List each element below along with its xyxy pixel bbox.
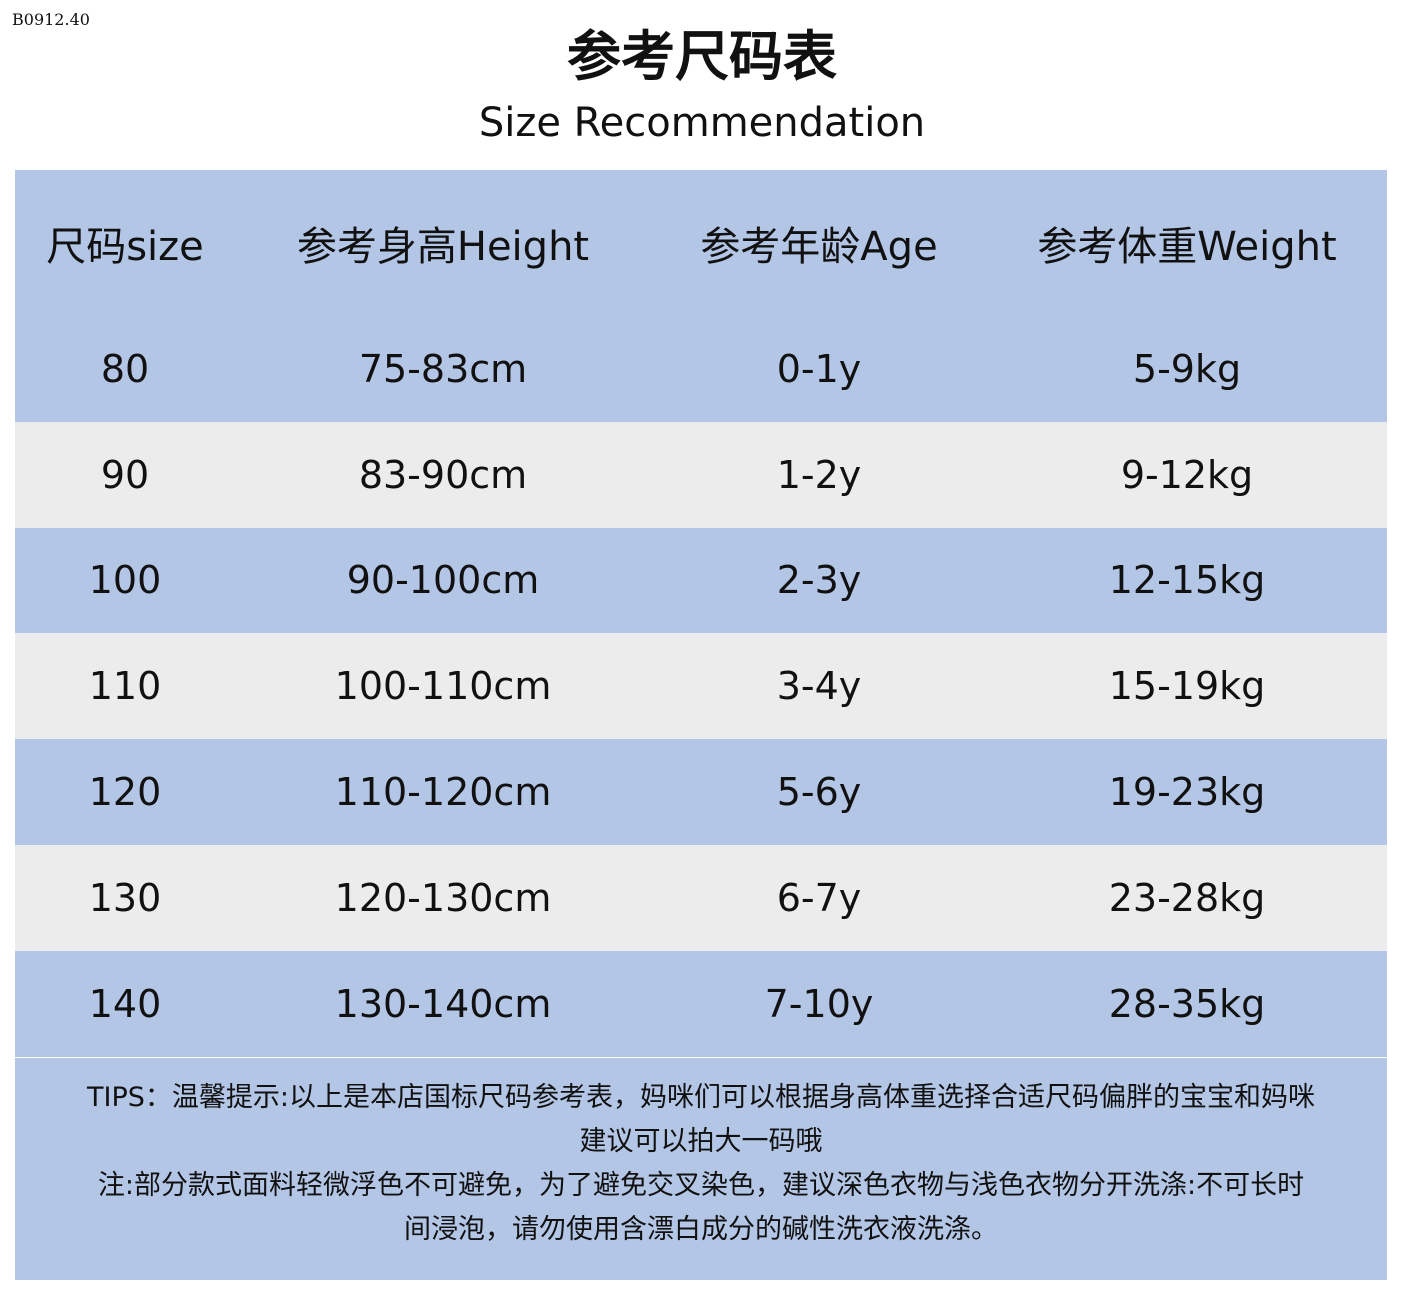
tips-line: 建议可以拍大一码哦 xyxy=(579,1126,823,1157)
product-code: B0912.40 xyxy=(12,10,90,29)
cell-weight: 15-19kg xyxy=(1108,664,1266,709)
cell-weight: 12-15kg xyxy=(1108,558,1266,603)
cell-age: 2-3y xyxy=(776,558,862,603)
cell-weight: 9-12kg xyxy=(1120,452,1254,497)
cell-weight: 19-23kg xyxy=(1108,770,1266,815)
page-subtitle: Size Recommendation xyxy=(478,100,926,146)
cell-size: 120 xyxy=(88,770,162,815)
cell-size: 90 xyxy=(100,452,150,497)
table-row: 100 90-100cm 2-3y 12-15kg xyxy=(15,527,1387,634)
cell-height: 83-90cm xyxy=(358,452,528,497)
cell-age: 1-2y xyxy=(776,452,862,497)
tips-line: TIPS：温馨提示:以上是本店国标尺码参考表，妈咪们可以根据身高体重选择合适尺码… xyxy=(87,1082,1315,1113)
cell-height: 100-110cm xyxy=(334,664,552,709)
cell-size: 100 xyxy=(88,558,162,603)
cell-height: 120-130cm xyxy=(334,875,552,920)
table-row: 80 75-83cm 0-1y 5-9kg xyxy=(15,316,1387,422)
table-row: 140 130-140cm 7-10y 28-35kg xyxy=(15,950,1387,1057)
page-title: 参考尺码表 xyxy=(567,25,837,88)
cell-age: 7-10y xyxy=(764,981,874,1026)
table-row: 110 100-110cm 3-4y 15-19kg xyxy=(15,633,1387,740)
table-row: 130 120-130cm 6-7y 23-28kg xyxy=(15,844,1387,951)
cell-age: 5-6y xyxy=(776,770,862,815)
header-height: 参考身高Height xyxy=(296,224,590,270)
table-header: 尺码size 参考身高Height 参考年龄Age 参考体重Weight xyxy=(15,170,1387,316)
table-row: 120 110-120cm 5-6y 19-23kg xyxy=(15,739,1387,845)
cell-size: 130 xyxy=(88,875,162,920)
cell-age: 0-1y xyxy=(776,346,862,391)
cell-height: 110-120cm xyxy=(334,770,552,815)
cell-weight: 5-9kg xyxy=(1132,346,1242,391)
tips-box: TIPS：温馨提示:以上是本店国标尺码参考表，妈咪们可以根据身高体重选择合适尺码… xyxy=(15,1058,1387,1280)
cell-age: 6-7y xyxy=(776,875,862,920)
tips-line: 注:部分款式面料轻微浮色不可避免，为了避免交叉染色，建议深色衣物与浅色衣物分开洗… xyxy=(97,1170,1305,1201)
cell-weight: 23-28kg xyxy=(1108,875,1266,920)
tips-line: 间浸泡，请勿使用含漂白成分的碱性洗衣液洗涤。 xyxy=(404,1214,998,1245)
table-row: 90 83-90cm 1-2y 9-12kg xyxy=(15,421,1387,528)
cell-height: 75-83cm xyxy=(358,346,528,391)
header-age: 参考年龄Age xyxy=(700,224,938,270)
header-size: 尺码size xyxy=(46,224,204,270)
cell-age: 3-4y xyxy=(776,664,862,709)
size-table: 尺码size 参考身高Height 参考年龄Age 参考体重Weight 80 7… xyxy=(15,170,1387,1057)
cell-size: 80 xyxy=(100,346,150,391)
cell-height: 90-100cm xyxy=(346,558,540,603)
cell-weight: 28-35kg xyxy=(1108,981,1266,1026)
cell-height: 130-140cm xyxy=(334,981,552,1026)
cell-size: 110 xyxy=(88,664,162,709)
header-weight: 参考体重Weight xyxy=(1037,224,1337,270)
cell-size: 140 xyxy=(88,981,162,1026)
